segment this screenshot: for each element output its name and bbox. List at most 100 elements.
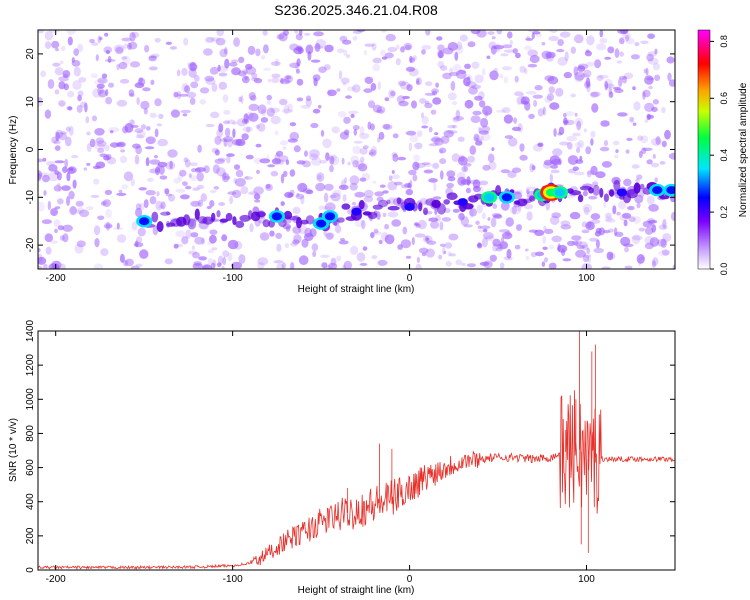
noise-cell	[507, 31, 513, 39]
noise-cell	[42, 174, 50, 183]
y-tick-label: 0	[25, 567, 36, 573]
noise-cell	[443, 130, 454, 138]
noise-cell	[411, 100, 417, 109]
noise-cell	[384, 234, 395, 245]
noise-cell	[449, 253, 457, 257]
noise-cell	[521, 100, 528, 105]
noise-cell	[146, 126, 151, 131]
noise-cell	[447, 42, 459, 51]
noise-cell	[552, 148, 563, 157]
noise-cell	[328, 154, 337, 162]
noise-cell	[233, 164, 241, 170]
noise-cell	[89, 38, 95, 44]
noise-cell	[296, 192, 300, 197]
noise-cell	[266, 94, 273, 101]
noise-cell	[622, 243, 634, 248]
noise-cell	[219, 48, 228, 58]
noise-cell	[189, 174, 197, 181]
noise-cell	[402, 95, 410, 100]
noise-cell	[240, 95, 244, 104]
noise-cell	[188, 63, 198, 71]
noise-cell	[638, 227, 646, 232]
noise-cell	[647, 51, 657, 57]
noise-cell	[590, 91, 601, 97]
noise-cell	[407, 182, 412, 189]
noise-cell	[140, 100, 150, 110]
noise-cell	[293, 145, 301, 153]
noise-cell	[502, 232, 513, 240]
noise-cell	[340, 237, 345, 242]
noise-cell	[481, 68, 486, 76]
noise-cell	[217, 64, 221, 72]
noise-cell	[346, 86, 356, 92]
noise-cell	[260, 54, 266, 60]
noise-cell	[330, 155, 340, 166]
noise-cell	[61, 185, 71, 191]
noise-cell	[331, 126, 340, 134]
noise-cell	[56, 171, 62, 181]
noise-cell	[472, 110, 482, 116]
noise-cell	[192, 263, 203, 269]
noise-cell	[593, 247, 604, 254]
signal-peak	[501, 193, 513, 202]
noise-cell	[442, 245, 446, 256]
noise-cell	[371, 42, 377, 51]
noise-cell	[414, 233, 426, 238]
noise-cell	[363, 88, 373, 93]
noise-cell	[124, 258, 134, 267]
noise-cell	[412, 174, 418, 182]
noise-cell	[71, 57, 75, 63]
noise-cell	[664, 129, 671, 140]
noise-cell	[135, 145, 143, 155]
noise-cell	[460, 216, 469, 226]
noise-cell	[591, 103, 599, 113]
noise-cell	[646, 159, 653, 165]
noise-cell	[479, 100, 486, 108]
noise-cell	[279, 98, 288, 106]
noise-cell	[647, 33, 655, 39]
noise-cell	[599, 146, 610, 152]
noise-cell	[452, 208, 460, 213]
noise-cell	[77, 94, 82, 102]
noise-cell	[72, 179, 77, 189]
noise-cell	[553, 128, 557, 137]
noise-cell	[209, 229, 218, 235]
noise-cell	[382, 212, 387, 218]
noise-cell	[329, 164, 334, 173]
noise-cell	[574, 74, 584, 83]
noise-cell	[517, 102, 521, 106]
noise-cell	[622, 212, 632, 219]
noise-cell	[428, 217, 439, 222]
noise-cell	[397, 156, 407, 161]
noise-cell	[359, 147, 368, 155]
noise-cell	[84, 102, 88, 113]
noise-cell	[197, 199, 203, 207]
noise-cell	[276, 150, 284, 157]
noise-cell	[201, 237, 206, 245]
noise-cell	[469, 208, 477, 217]
signal-cell	[446, 192, 458, 200]
noise-cell	[372, 57, 382, 64]
noise-cell	[523, 203, 534, 210]
noise-cell	[543, 257, 549, 263]
noise-cell	[495, 109, 506, 113]
noise-cell	[59, 263, 66, 269]
noise-cell	[218, 81, 228, 90]
noise-cell	[575, 159, 584, 164]
noise-cell	[642, 89, 651, 98]
noise-cell	[398, 80, 406, 87]
noise-cell	[373, 228, 379, 234]
noise-cell	[505, 217, 514, 227]
noise-cell	[618, 75, 628, 80]
noise-cell	[400, 46, 405, 53]
noise-cell	[582, 203, 593, 213]
noise-cell	[52, 62, 61, 67]
noise-cell	[232, 128, 236, 138]
noise-cell	[364, 43, 375, 47]
noise-cell	[147, 177, 154, 182]
noise-cell	[549, 30, 558, 33]
noise-cell	[209, 200, 215, 207]
noise-cell	[323, 229, 328, 237]
noise-cell	[349, 175, 360, 185]
